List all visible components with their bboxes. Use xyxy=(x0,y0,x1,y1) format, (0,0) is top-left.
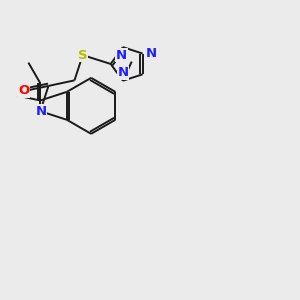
Text: N: N xyxy=(146,47,157,60)
Text: S: S xyxy=(78,49,88,62)
Text: O: O xyxy=(18,84,29,97)
Text: N: N xyxy=(117,66,128,79)
Text: N: N xyxy=(35,105,46,118)
Text: N: N xyxy=(116,49,127,62)
